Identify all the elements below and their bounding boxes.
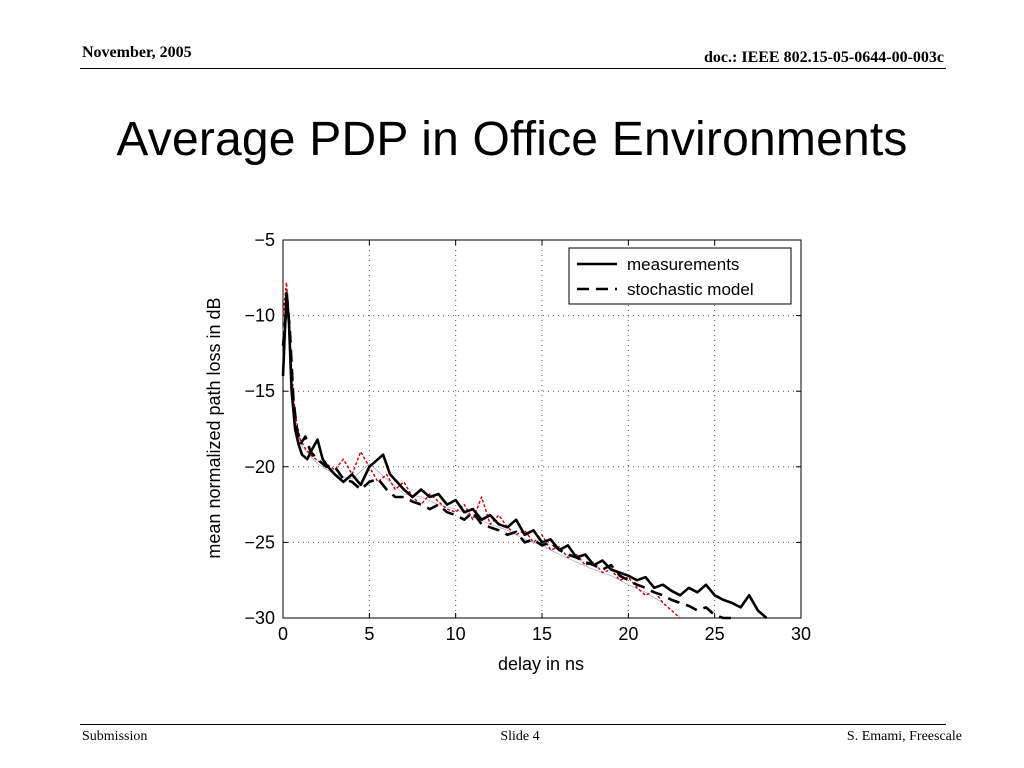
y-tick-label: −15	[244, 381, 275, 401]
series-line-trace-3	[282, 292, 664, 604]
y-tick-label: −20	[244, 457, 275, 477]
legend-label: measurements	[627, 255, 739, 274]
x-tick-label: 10	[446, 624, 466, 644]
x-tick-label: 20	[618, 624, 638, 644]
x-tick-label: 30	[791, 624, 811, 644]
y-tick-label: −25	[244, 532, 275, 552]
x-tick-label: 25	[705, 624, 725, 644]
x-axis-label: delay in ns	[498, 654, 584, 674]
header-date: November, 2005	[82, 44, 192, 61]
footer-submission: Submission	[82, 729, 148, 744]
y-tick-label: −5	[254, 230, 275, 250]
chart-grid	[283, 240, 801, 618]
header-doc-id: doc.: IEEE 802.15-05-0644-00-003c	[704, 49, 944, 66]
chart-series	[281, 281, 768, 620]
series-line-trace-2	[282, 281, 681, 619]
footer-rule	[80, 724, 946, 725]
legend-box	[568, 247, 792, 305]
x-tick-label: 15	[532, 624, 552, 644]
y-tick-label: −10	[244, 306, 275, 326]
y-axis-label: mean normalized path loss in dB	[204, 297, 224, 558]
slide-title: Average PDP in Office Environments	[116, 113, 908, 166]
series-line-measurements	[281, 291, 768, 619]
axis-ticks: 0 5 10 15 20 25 30 −30 −25 −20 −15 −10 −5	[244, 230, 811, 644]
header-rule	[80, 68, 946, 69]
x-tick-label: 5	[364, 624, 374, 644]
chart-legend: measurements stochastic model	[568, 247, 792, 305]
x-tick-label: 0	[278, 624, 288, 644]
footer-author: S. Emami, Freescale	[846, 729, 962, 744]
footer-slide-number: Slide 4	[500, 729, 540, 744]
legend-label: stochastic model	[627, 280, 754, 299]
y-tick-label: −30	[244, 608, 275, 628]
series-line-stochastic-model	[281, 299, 732, 620]
